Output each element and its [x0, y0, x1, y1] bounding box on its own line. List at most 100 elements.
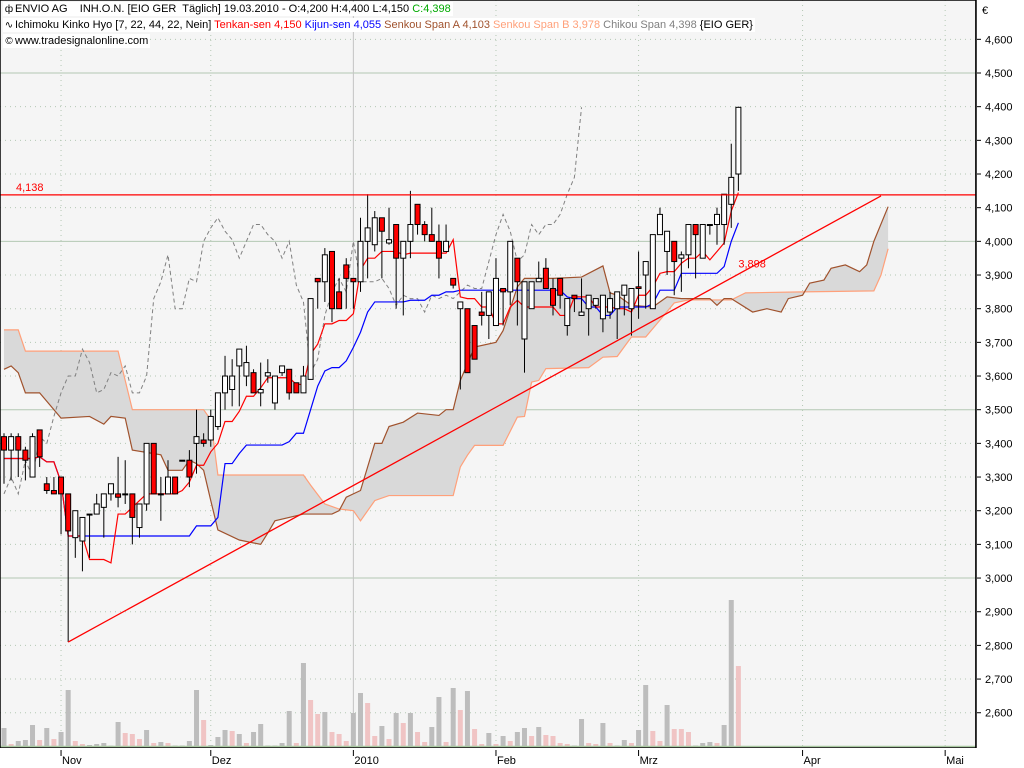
volume-bar — [593, 744, 599, 746]
candle-body — [15, 436, 22, 451]
candle-body — [599, 294, 606, 320]
candle — [122, 460, 129, 504]
wave-icon: ∿ — [4, 20, 14, 31]
candle-body — [421, 224, 428, 236]
indicator-name[interactable]: Ichimoku Kinko Hyo [7, 22, 44, 22, Nein] — [15, 19, 215, 31]
volume-bar — [158, 742, 164, 746]
candle — [485, 291, 492, 339]
candle-body — [386, 239, 393, 244]
candle — [614, 291, 621, 339]
candle — [86, 513, 93, 558]
volume-bar — [165, 743, 171, 746]
volume-bar — [507, 741, 513, 746]
candle — [378, 217, 385, 279]
candle-body — [393, 224, 400, 259]
trendline-label: 3,898 — [738, 259, 766, 271]
volume-bar — [65, 690, 71, 746]
volume-bars — [1, 600, 741, 746]
candle — [699, 224, 706, 259]
close-value: C:4,398 — [412, 3, 451, 15]
candle — [29, 433, 36, 478]
volume-bar — [358, 693, 363, 746]
candle-body — [115, 493, 122, 498]
volume-bar — [628, 743, 634, 746]
candle — [671, 240, 678, 296]
volume-bar — [400, 723, 406, 746]
volume-bar — [279, 743, 285, 746]
price-axis-area — [976, 0, 1024, 768]
candle-body — [343, 264, 350, 279]
volume-bar — [607, 743, 613, 746]
candle-body — [614, 291, 621, 310]
candle-body — [721, 193, 728, 226]
volume-bar — [443, 742, 449, 746]
candle — [243, 345, 250, 387]
price-tick-label: 3,500 — [985, 405, 1013, 417]
candle — [129, 493, 136, 545]
date-tick-label: Nov — [62, 755, 82, 767]
volume-bar — [350, 713, 356, 746]
candle-body — [300, 375, 307, 394]
candle — [214, 392, 221, 430]
volume-bar — [336, 734, 342, 746]
volume-bar — [429, 727, 435, 746]
candle-body — [706, 224, 713, 227]
candle — [635, 251, 642, 319]
candle-body — [728, 176, 735, 205]
trendline — [67, 195, 882, 643]
candle-body — [164, 476, 171, 495]
volume-bar — [436, 697, 442, 746]
candle-body — [307, 298, 314, 380]
candle — [364, 194, 371, 279]
legend-chikou: Chikou Span 4,398 — [603, 19, 700, 31]
volume-bar — [286, 711, 292, 746]
candle — [599, 294, 606, 333]
candle-body — [635, 286, 642, 289]
candle-body — [86, 513, 93, 516]
candle — [15, 433, 22, 478]
candle-body — [43, 483, 50, 492]
date-tick-label: Mrz — [640, 755, 658, 767]
source-url[interactable]: www.tradesignalonline.com — [15, 35, 149, 47]
candle — [642, 261, 649, 309]
price-tick-label: 4,200 — [985, 169, 1013, 181]
volume-bar — [44, 728, 50, 746]
date-tick-label: Dez — [212, 755, 232, 767]
volume-bar — [464, 691, 470, 746]
candle — [542, 258, 549, 289]
candle — [286, 368, 293, 400]
candle — [93, 493, 100, 515]
candle — [50, 477, 57, 495]
candle — [621, 284, 628, 316]
candle-body — [200, 439, 207, 444]
volume-bar — [450, 688, 456, 746]
candle — [528, 281, 535, 310]
candle-body — [58, 476, 65, 495]
legend-kijun: Kijun-sen 4,055 — [304, 19, 385, 31]
candle — [172, 476, 179, 495]
price-tick-label: 4,500 — [985, 68, 1013, 80]
volume-bar — [243, 743, 249, 746]
candle — [535, 261, 542, 283]
candle — [564, 298, 571, 336]
candle — [371, 211, 378, 252]
candle — [706, 224, 713, 235]
candle-body — [143, 442, 150, 505]
candle — [336, 278, 343, 310]
volume-bar — [600, 723, 606, 746]
candle — [721, 193, 728, 245]
volume-bar — [72, 741, 78, 746]
candle — [728, 143, 735, 228]
volume-bar — [728, 600, 734, 746]
candle-body — [492, 277, 499, 327]
volume-bar — [721, 725, 727, 746]
volume-bar — [636, 730, 642, 746]
price-tick-label: 4,600 — [985, 34, 1013, 46]
volume-bar — [479, 744, 485, 746]
candle — [628, 287, 635, 336]
candle-body — [286, 368, 293, 394]
candle-body — [514, 257, 521, 283]
volume-bar — [393, 713, 399, 746]
candle — [557, 277, 564, 309]
candle — [250, 369, 257, 394]
